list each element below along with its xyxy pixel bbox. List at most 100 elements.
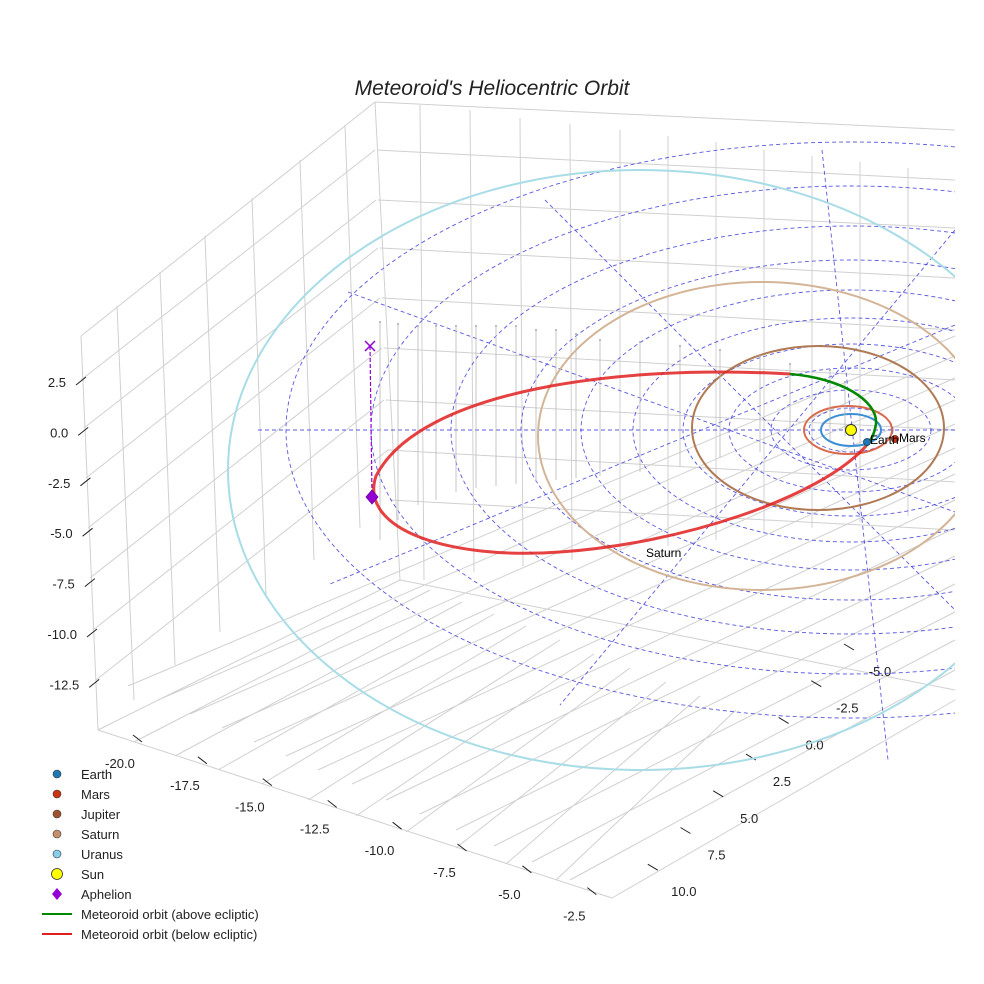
y-tick-label: -5.0 <box>869 664 891 679</box>
x-tick-label: -5.0 <box>498 887 520 902</box>
z-tick-mark <box>84 578 96 587</box>
jupiter-orbit <box>691 345 945 511</box>
earth-label: Earth <box>870 433 899 447</box>
y-tick-label: 5.0 <box>740 811 758 826</box>
legend-marker <box>52 849 62 859</box>
legend-label: Earth <box>81 767 112 782</box>
ecliptic-ring-9 <box>370 185 955 675</box>
drop-line-tip <box>417 325 419 327</box>
z-tick-label: -2.5 <box>48 476 70 491</box>
legend-label: Jupiter <box>81 807 121 822</box>
drop-line-tip <box>495 325 497 327</box>
earth-marker <box>863 438 871 446</box>
back-wall-grid <box>80 101 956 731</box>
saturn-orbit <box>537 281 955 591</box>
drop-line-tip <box>639 341 641 343</box>
y-tick-mark <box>811 680 822 688</box>
y-tick-mark <box>778 716 789 724</box>
chart-title: Meteoroid's Heliocentric Orbit <box>355 77 631 100</box>
z-tick-label: -7.5 <box>52 577 74 592</box>
legend: Earth Mars Jupiter Saturn Uranus Sun Aphelion M… <box>42 767 259 942</box>
drop-line-tip <box>829 369 831 371</box>
saturn-label: Saturn <box>646 546 681 560</box>
x-tick-label: -20.0 <box>105 756 135 771</box>
x-tick-mark <box>586 887 597 895</box>
aphelion-projection-cross-icon <box>364 340 376 352</box>
drop-line-tip <box>555 329 557 331</box>
drop-line-tip <box>397 323 399 325</box>
drop-line-tip <box>679 345 681 347</box>
z-axis: 2.5 0.0 -2.5 -5.0 -7.5 -10.0 -12.5 <box>47 375 100 692</box>
uranus-orbit <box>227 169 955 771</box>
mars-marker <box>891 435 899 443</box>
y-tick-mark <box>712 790 724 798</box>
drop-line-tip <box>475 325 477 327</box>
celestial-bodies: Earth Mars Saturn <box>646 424 926 560</box>
y-tick-label: -2.5 <box>836 701 858 716</box>
x-tick-label: -12.5 <box>300 821 330 836</box>
legend-label: Mars <box>81 787 110 802</box>
legend-label: Aphelion <box>81 887 132 902</box>
drop-line-tip <box>719 349 721 351</box>
drop-line-tip <box>535 329 537 331</box>
y-tick-mark <box>647 863 659 871</box>
z-tick-mark <box>80 477 91 487</box>
z-tick-label: 0.0 <box>50 425 68 440</box>
legend-label: Sun <box>81 867 104 882</box>
meteoroid-orbit-below <box>372 370 868 555</box>
x-tick-mark <box>522 865 532 874</box>
axis-panes <box>80 101 956 899</box>
x-tick-mark <box>457 843 467 852</box>
drop-line-tip <box>599 339 601 341</box>
z-tick-label: -5.0 <box>50 526 72 541</box>
legend-label: Uranus <box>81 847 123 862</box>
legend-marker <box>52 809 62 819</box>
legend-marker <box>51 868 63 880</box>
y-tick-mark <box>680 827 691 834</box>
earth-orbit <box>820 413 882 447</box>
drop-line-tip <box>435 325 437 327</box>
z-tick-label: -12.5 <box>50 677 80 692</box>
x-tick-mark <box>197 756 208 765</box>
legend-label: Meteoroid orbit (below ecliptic) <box>81 927 257 942</box>
ecliptic-ring-4 <box>682 343 955 517</box>
aphelion-group <box>364 340 379 505</box>
aphelion-projection-line <box>369 345 373 497</box>
ecliptic-ring-10 <box>285 141 955 719</box>
drop-line-tip <box>789 363 791 365</box>
legend-label: Meteoroid orbit (above ecliptic) <box>81 907 259 922</box>
planet-orbits <box>227 169 955 771</box>
ecliptic-radials <box>258 149 955 761</box>
y-tick-label: 10.0 <box>671 884 696 899</box>
z-tick-mark <box>82 527 93 537</box>
y-axis: -5.0-2.50.02.55.07.510.0 <box>647 643 891 899</box>
legend-marker <box>52 789 62 799</box>
sun-marker <box>845 424 857 436</box>
x-tick-mark <box>132 734 143 743</box>
drop-line-tip <box>515 325 517 327</box>
x-tick-mark <box>392 821 402 830</box>
z-tick-mark <box>75 376 87 386</box>
x-tick-label: -7.5 <box>433 865 455 880</box>
legend-marker <box>52 829 62 839</box>
legend-marker <box>52 769 62 779</box>
y-tick-label: 7.5 <box>707 848 725 863</box>
y-tick-mark <box>843 643 855 651</box>
z-tick-label: -10.0 <box>47 627 77 642</box>
x-tick-mark <box>262 778 273 786</box>
drop-line-tip <box>379 321 381 323</box>
x-tick-label: -17.5 <box>170 778 200 793</box>
z-tick-label: 2.5 <box>48 375 66 390</box>
z-tick-mark <box>77 427 89 436</box>
y-tick-label: 2.5 <box>773 774 791 789</box>
aphelion-marker <box>365 489 379 505</box>
x-tick-label: -2.5 <box>563 909 585 924</box>
x-axis: -20.0 -17.5 -15.0 -12.5 -10.0 -7.5 -5.0 -2.5 <box>105 734 597 924</box>
drop-line-tip <box>455 325 457 327</box>
x-tick-label: -10.0 <box>365 843 395 858</box>
drop-line-tip <box>844 381 846 383</box>
mars-label: Mars <box>899 431 926 445</box>
x-tick-label: -15.0 <box>235 800 265 815</box>
drop-line-tip <box>575 333 577 335</box>
